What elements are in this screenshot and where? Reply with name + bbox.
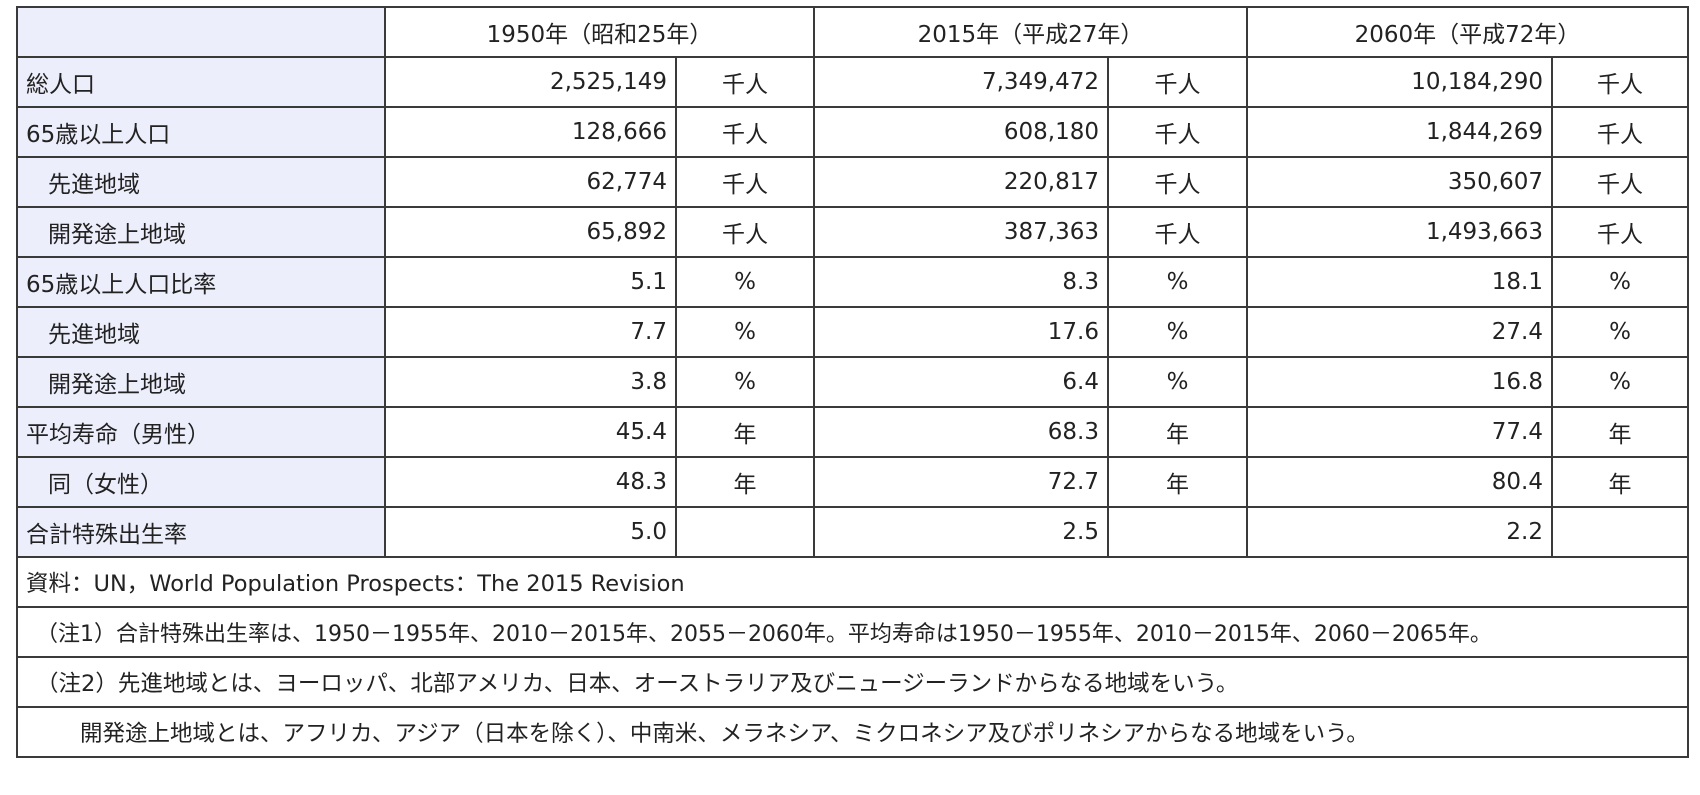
note-1: （注1）合計特殊出生率は、1950－1955年、2010－2015年、2055－… — [16, 606, 1689, 658]
unit-cell: 千人 — [675, 106, 815, 158]
year-header-1950: 1950年（昭和25年） — [384, 6, 815, 58]
unit-cell: % — [675, 356, 815, 408]
value-cell: 1,844,269 — [1246, 106, 1553, 158]
unit-cell: % — [675, 256, 815, 308]
unit-cell: 年 — [1551, 406, 1689, 458]
unit-cell: 千人 — [1107, 156, 1248, 208]
note-row-2: （注2）先進地域とは、ヨーロッパ、北部アメリカ、日本、オーストラリア及びニュージ… — [16, 656, 1689, 708]
table-row: 同（女性） 48.3 年 72.7 年 80.4 年 — [16, 456, 1689, 508]
row-label: 総人口 — [16, 56, 386, 108]
value-cell: 68.3 — [813, 406, 1109, 458]
value-cell: 80.4 — [1246, 456, 1553, 508]
table-row: 65歳以上人口 128,666 千人 608,180 千人 1,844,269 千人 — [16, 106, 1689, 158]
unit-cell: 年 — [1107, 456, 1248, 508]
table-row: 開発途上地域 3.8% 6.4% 16.8% — [16, 356, 1689, 408]
row-label: 65歳以上人口 — [16, 106, 386, 158]
unit-cell: % — [1551, 306, 1689, 358]
value-cell: 2.5 — [813, 506, 1109, 558]
value-cell: 1,493,663 — [1246, 206, 1553, 258]
unit-cell: 千人 — [1551, 206, 1689, 258]
unit-cell: % — [1551, 256, 1689, 308]
value-cell: 6.4 — [813, 356, 1109, 408]
value-cell: 17.6 — [813, 306, 1109, 358]
row-label: 65歳以上人口比率 — [16, 256, 386, 308]
unit-cell: 年 — [1551, 456, 1689, 508]
row-label: 先進地域 — [16, 306, 386, 358]
value-cell: 2.2 — [1246, 506, 1553, 558]
note-row-3: 開発途上地域とは、アフリカ、アジア（日本を除く）、中南米、メラネシア、ミクロネシ… — [16, 706, 1689, 758]
value-cell: 5.1 — [384, 256, 677, 308]
table-row: 65歳以上人口比率 5.1% 8.3% 18.1% — [16, 256, 1689, 308]
unit-cell: % — [675, 306, 815, 358]
row-label: 開発途上地域 — [16, 356, 386, 408]
year-header-2060: 2060年（平成72年） — [1246, 6, 1689, 58]
value-cell: 8.3 — [813, 256, 1109, 308]
value-cell: 16.8 — [1246, 356, 1553, 408]
table-row: 先進地域 7.7% 17.6% 27.4% — [16, 306, 1689, 358]
table-row: 先進地域 62,774 千人 220,817 千人 350,607 千人 — [16, 156, 1689, 208]
row-label: 先進地域 — [16, 156, 386, 208]
value-cell: 27.4 — [1246, 306, 1553, 358]
row-label: 同（女性） — [16, 456, 386, 508]
value-cell: 608,180 — [813, 106, 1109, 158]
table-row: 開発途上地域 65,892 千人 387,363 千人 1,493,663 千人 — [16, 206, 1689, 258]
population-statistics-table: 1950年（昭和25年） 2015年（平成27年） 2060年（平成72年） 総… — [16, 6, 1689, 758]
value-cell: 387,363 — [813, 206, 1109, 258]
source-note: 資料：UN，World Population Prospects：The 201… — [16, 556, 1689, 608]
unit-cell: 年 — [675, 406, 815, 458]
unit-cell: 千人 — [1107, 56, 1248, 108]
row-label: 合計特殊出生率 — [16, 506, 386, 558]
value-cell: 48.3 — [384, 456, 677, 508]
unit-cell: 千人 — [675, 156, 815, 208]
source-row: 資料：UN，World Population Prospects：The 201… — [16, 556, 1689, 608]
value-cell: 77.4 — [1246, 406, 1553, 458]
unit-cell — [1551, 506, 1689, 558]
unit-cell: % — [1107, 306, 1248, 358]
header-blank-cell — [16, 6, 386, 58]
value-cell: 2,525,149 — [384, 56, 677, 108]
table-row: 総人口 2,525,149 千人 7,349,472 千人 10,184,290 千人 — [16, 56, 1689, 108]
value-cell: 7,349,472 — [813, 56, 1109, 108]
note-2: （注2）先進地域とは、ヨーロッパ、北部アメリカ、日本、オーストラリア及びニュージ… — [16, 656, 1689, 708]
value-cell: 18.1 — [1246, 256, 1553, 308]
value-cell: 62,774 — [384, 156, 677, 208]
unit-cell: 千人 — [675, 206, 815, 258]
table-row: 合計特殊出生率 5.0 2.5 2.2 — [16, 506, 1689, 558]
unit-cell — [675, 506, 815, 558]
value-cell: 10,184,290 — [1246, 56, 1553, 108]
note-3: 開発途上地域とは、アフリカ、アジア（日本を除く）、中南米、メラネシア、ミクロネシ… — [16, 706, 1689, 758]
year-header-2015: 2015年（平成27年） — [813, 6, 1248, 58]
value-cell: 128,666 — [384, 106, 677, 158]
value-cell: 220,817 — [813, 156, 1109, 208]
value-cell: 5.0 — [384, 506, 677, 558]
value-cell: 7.7 — [384, 306, 677, 358]
value-cell: 350,607 — [1246, 156, 1553, 208]
unit-cell — [1107, 506, 1248, 558]
unit-cell: 千人 — [1551, 106, 1689, 158]
unit-cell: 千人 — [1107, 106, 1248, 158]
unit-cell: % — [1107, 256, 1248, 308]
header-row: 1950年（昭和25年） 2015年（平成27年） 2060年（平成72年） — [16, 6, 1689, 58]
value-cell: 65,892 — [384, 206, 677, 258]
unit-cell: % — [1107, 356, 1248, 408]
value-cell: 72.7 — [813, 456, 1109, 508]
unit-cell: % — [1551, 356, 1689, 408]
unit-cell: 年 — [1107, 406, 1248, 458]
unit-cell: 千人 — [1107, 206, 1248, 258]
row-label: 開発途上地域 — [16, 206, 386, 258]
table-row: 平均寿命（男性） 45.4 年 68.3 年 77.4 年 — [16, 406, 1689, 458]
row-label: 平均寿命（男性） — [16, 406, 386, 458]
value-cell: 45.4 — [384, 406, 677, 458]
value-cell: 3.8 — [384, 356, 677, 408]
unit-cell: 千人 — [1551, 156, 1689, 208]
unit-cell: 千人 — [675, 56, 815, 108]
unit-cell: 千人 — [1551, 56, 1689, 108]
note-row-1: （注1）合計特殊出生率は、1950－1955年、2010－2015年、2055－… — [16, 606, 1689, 658]
unit-cell: 年 — [675, 456, 815, 508]
